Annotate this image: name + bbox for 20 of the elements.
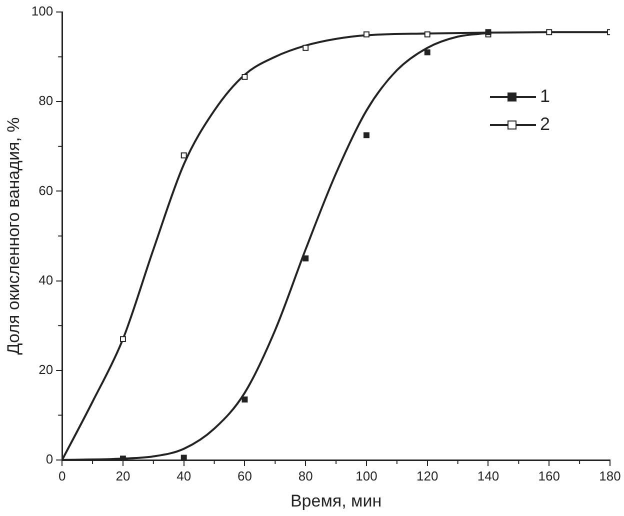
x-tick-label: 0 [58,468,66,484]
y-tick-label: 40 [38,272,54,288]
y-tick-label: 0 [46,452,54,467]
x-tick-label: 160 [538,468,560,484]
x-tick-label: 180 [599,468,621,484]
y-tick-label: 100 [31,4,54,19]
x-tick-label: 140 [477,468,500,484]
legend-label: 2 [540,114,550,134]
legend-label: 1 [540,86,550,106]
y-tick-label: 80 [38,93,54,108]
x-tick-label: 40 [176,468,192,484]
x-axis-title: Время, мин [290,491,382,510]
y-tick-label: 60 [38,182,54,198]
x-tick-label: 80 [298,468,313,484]
x-tick-label: 60 [237,468,252,484]
y-axis-title: Доля окисленного ванадия, % [4,117,23,355]
x-tick-label: 20 [116,468,130,484]
y-tick-label: 20 [38,362,54,377]
x-tick-label: 100 [356,468,378,484]
x-tick-label: 120 [416,468,438,484]
